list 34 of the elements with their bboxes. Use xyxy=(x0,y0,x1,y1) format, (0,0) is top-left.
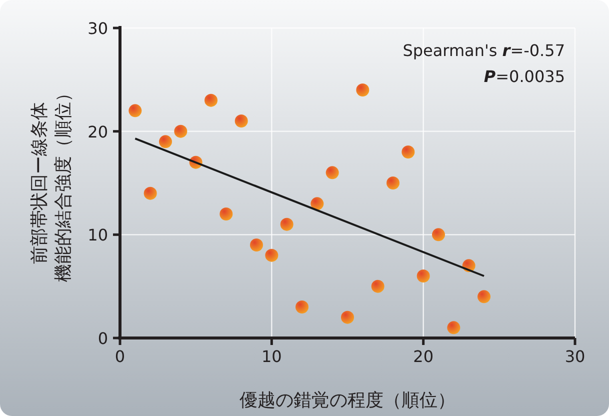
point xyxy=(478,290,490,304)
point xyxy=(128,104,142,118)
point xyxy=(356,84,370,96)
annotation: Spearman's r=-0.57 xyxy=(402,41,565,60)
y-tick-label: 0 xyxy=(98,329,108,348)
point xyxy=(386,176,400,190)
y-tick-label: 20 xyxy=(88,122,108,142)
point xyxy=(341,310,354,324)
y-axis-title: 前部帯状回ー線条体機能的結合強度（順位） xyxy=(29,84,74,282)
point xyxy=(402,146,415,158)
point xyxy=(234,114,248,128)
y-tick-label: 10 xyxy=(88,226,108,245)
x-axis-title: 優越の錯覚の程度（順位） xyxy=(240,390,456,411)
point xyxy=(220,208,233,220)
point xyxy=(432,228,445,242)
point xyxy=(250,238,263,252)
point xyxy=(447,321,460,334)
point xyxy=(371,280,384,293)
point xyxy=(310,197,324,210)
point xyxy=(326,166,339,180)
point xyxy=(296,300,308,314)
annotation: P=0.0035 xyxy=(484,67,565,86)
x-tick-label: 30 xyxy=(564,347,586,366)
x-tick-label: 10 xyxy=(261,347,282,366)
x-tick-label: 20 xyxy=(413,347,434,366)
point xyxy=(144,186,157,200)
point xyxy=(416,270,430,282)
x-tick-label: 0 xyxy=(114,347,126,366)
point xyxy=(159,135,172,148)
point xyxy=(265,248,278,262)
point xyxy=(204,94,218,107)
point xyxy=(280,218,294,231)
point xyxy=(174,124,188,138)
y-tick-label: 30 xyxy=(88,19,108,38)
